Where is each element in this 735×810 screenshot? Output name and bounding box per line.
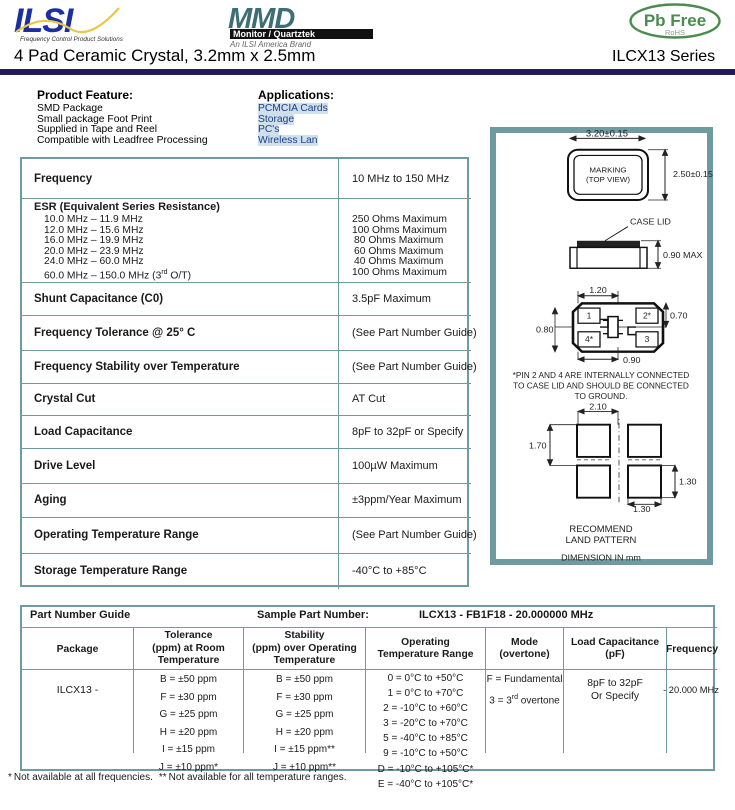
svg-text:Frequency Control Product Solu: Frequency Control Product Solutions <box>20 36 124 43</box>
svg-text:RoHS: RoHS <box>665 28 685 37</box>
svg-text:0.90: 0.90 <box>623 355 641 365</box>
svg-text:TO CASE LID AND SHOULD BE CONN: TO CASE LID AND SHOULD BE CONNECTED <box>513 382 689 391</box>
svg-text:1.70: 1.70 <box>529 441 547 451</box>
svg-text:TO GROUND.: TO GROUND. <box>575 392 628 401</box>
svg-text:1.30: 1.30 <box>633 504 651 514</box>
svg-text:(TOP VIEW): (TOP VIEW) <box>586 175 630 184</box>
svg-text:4*: 4* <box>585 335 594 344</box>
svg-text:3.20±0.15: 3.20±0.15 <box>586 129 628 139</box>
svg-text:2.10: 2.10 <box>589 402 607 412</box>
svg-text:0.80: 0.80 <box>536 325 554 335</box>
svg-text:0.90 MAX: 0.90 MAX <box>663 250 703 260</box>
svg-text:MARKING: MARKING <box>589 166 626 175</box>
svg-text:1.20: 1.20 <box>589 285 607 295</box>
svg-text:CASE LID: CASE LID <box>630 217 671 227</box>
svg-text:2.50±0.15: 2.50±0.15 <box>673 169 713 179</box>
svg-text:RECOMMEND: RECOMMEND <box>569 524 633 534</box>
svg-text:1.30: 1.30 <box>679 477 697 487</box>
svg-text:0.70: 0.70 <box>670 311 688 321</box>
svg-text:*PIN 2 AND 4 ARE INTERNALLY CO: *PIN 2 AND 4 ARE INTERNALLY CONNECTED <box>513 371 690 380</box>
svg-text:LAND PATTERN: LAND PATTERN <box>566 535 637 545</box>
svg-text:Monitor / Quartztek: Monitor / Quartztek <box>233 29 316 39</box>
svg-text:1: 1 <box>587 312 592 321</box>
svg-text:DIMENSION IN mm: DIMENSION IN mm <box>561 552 641 562</box>
svg-text:3: 3 <box>645 335 650 344</box>
svg-text:2*: 2* <box>643 312 652 321</box>
